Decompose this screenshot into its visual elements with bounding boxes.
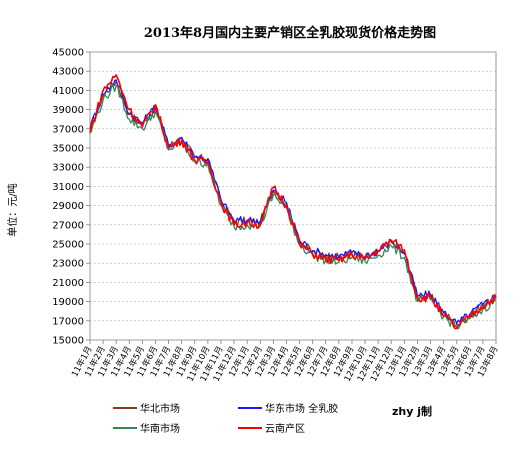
y-tick-label: 19000 [52, 297, 84, 308]
y-tick-label: 33000 [52, 163, 84, 174]
legend-label: 云南产区 [265, 422, 305, 435]
series-line-3 [89, 84, 497, 330]
y-tick-label: 23000 [52, 259, 84, 270]
y-tick-label: 31000 [52, 182, 84, 193]
credit-text: zhy j制 [392, 404, 432, 418]
y-tick-label: 15000 [52, 336, 84, 347]
y-tick-label: 35000 [52, 144, 84, 155]
y-tick-label: 17000 [52, 316, 84, 327]
x-axis-ticks: 11年1月11年2月11年3月11年4月11年5月11年6月11年7月11年8月… [69, 340, 501, 384]
y-tick-label: 29000 [52, 201, 84, 212]
y-tick-label: 37000 [52, 124, 84, 135]
legend-label: 华南市场 [140, 422, 180, 435]
y-tick-label: 39000 [52, 105, 84, 116]
chart-title: 2013年8月国内主要产销区全乳胶现货价格走势图 [144, 25, 436, 41]
y-tick-label: 41000 [52, 86, 84, 97]
series-line-4 [89, 74, 497, 330]
legend-label: 华东市场 全乳胶 [265, 402, 338, 415]
y-tick-label: 25000 [52, 240, 84, 251]
y-tick-label: 21000 [52, 278, 84, 289]
series-lines [89, 74, 497, 330]
y-axis-ticks: 15000 17000 19000 21000 23000 25000 27000 29000… [52, 48, 90, 347]
plot-area [89, 51, 497, 341]
y-axis-label: 单位：元/吨 [6, 183, 19, 236]
y-tick-label: 27000 [52, 220, 84, 231]
legend-label: 华北市场 [140, 402, 180, 415]
y-tick-label: 43000 [52, 67, 84, 78]
y-tick-label: 45000 [52, 48, 84, 59]
